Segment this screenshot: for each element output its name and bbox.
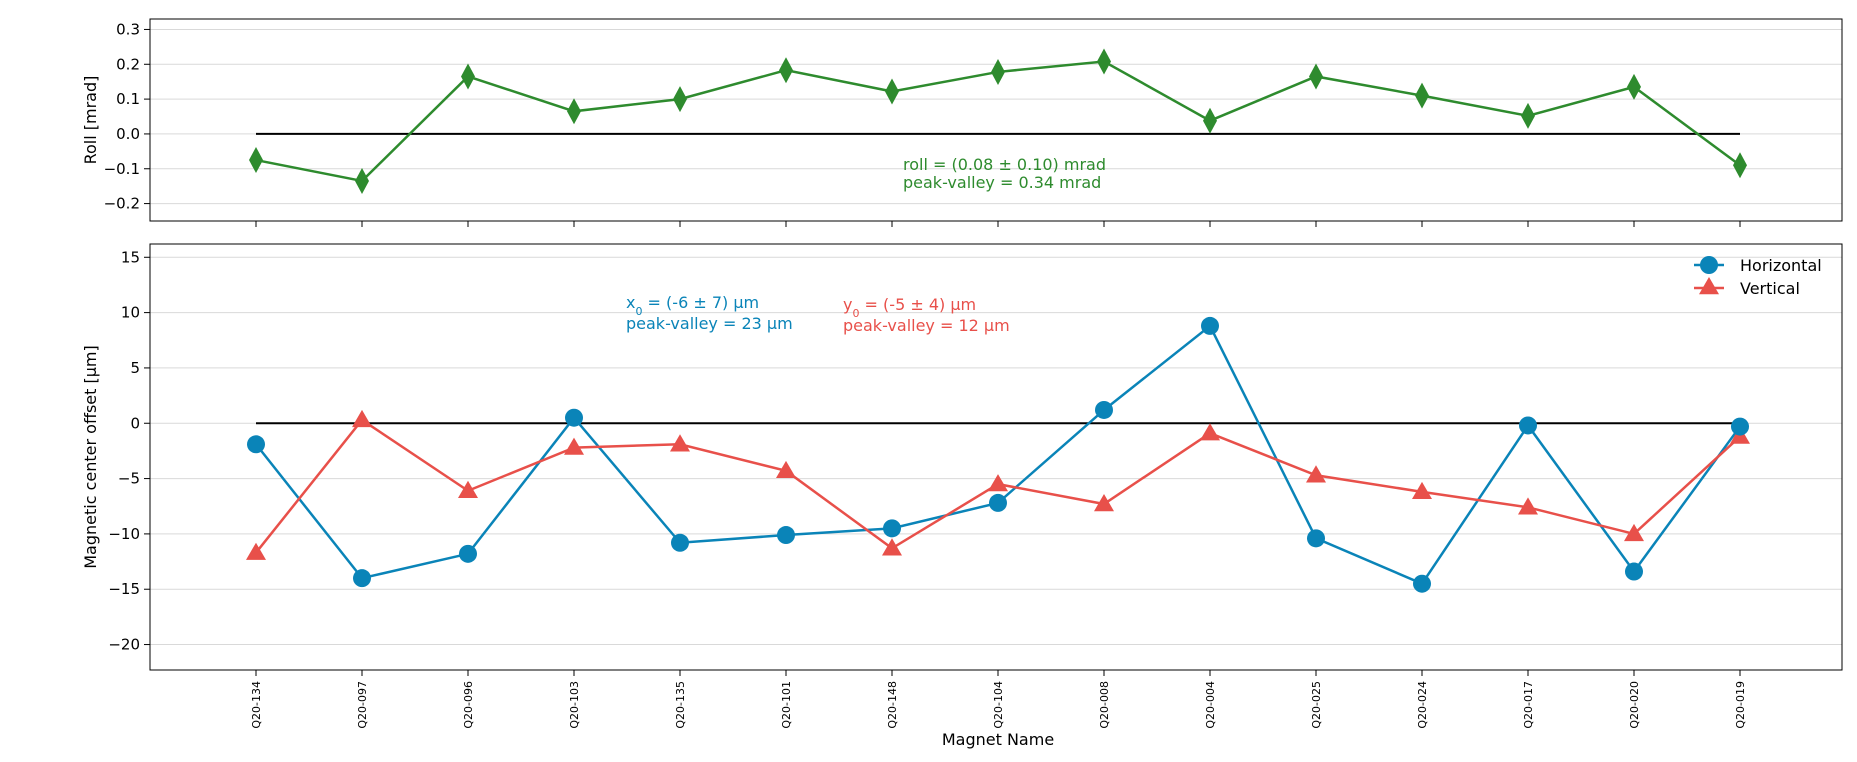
roll-data-point <box>1097 48 1111 75</box>
horizontal-data-point <box>883 519 901 538</box>
horizontal-data-point <box>1731 417 1749 436</box>
horizontal-data-point <box>1095 400 1113 419</box>
vertical-data-point <box>458 480 478 498</box>
roll-data-point <box>461 63 475 90</box>
offset-ytick-label: −15 <box>108 580 140 598</box>
horizontal-data-point <box>671 533 689 552</box>
roll-ytick-label: 0.3 <box>116 20 140 38</box>
vertical-data-point <box>1306 465 1326 483</box>
roll-ytick-label: 0.0 <box>116 125 140 143</box>
vertical-data-point <box>352 409 372 428</box>
horizontal-data-point <box>1413 574 1431 593</box>
horizontal-data-point <box>777 526 795 545</box>
vertical-data-point <box>670 434 690 452</box>
xtick-label: Q20-019 <box>1734 681 1747 729</box>
x-axis-label: Magnet Name <box>942 730 1054 749</box>
xtick-label: Q20-134 <box>250 681 263 729</box>
offset-ytick-label: 5 <box>130 359 140 377</box>
horizontal-data-point <box>989 493 1007 512</box>
roll-data-point <box>991 58 1005 85</box>
xtick-label: Q20-024 <box>1416 681 1429 729</box>
vertical-data-point <box>246 542 266 560</box>
offset-ytick-label: −10 <box>108 525 140 543</box>
xtick-label: Q20-148 <box>886 681 899 729</box>
roll-data-point <box>567 98 581 125</box>
vertical-data-point <box>1094 494 1114 512</box>
offset-panel: −20 −15 −10 −5 0 5 10 15 Q20-134 Q20-097 Q20-096 Q… <box>81 243 1843 749</box>
vertical-data-point <box>1624 523 1644 542</box>
xtick-label: Q20-025 <box>1310 681 1323 729</box>
vertical-data-point <box>1518 497 1538 515</box>
roll-data-point <box>1415 82 1429 109</box>
horizontal-data-point <box>353 569 371 588</box>
xtick-label: Q20-103 <box>568 681 581 729</box>
roll-data-point <box>355 167 369 194</box>
horizontal-annotation-peak-valley: peak-valley = 23 μm <box>626 314 793 333</box>
horizontal-data-point <box>247 435 265 454</box>
offset-ytick-label: 10 <box>121 304 140 322</box>
horizontal-annotation-mean: x0 = (-6 ± 7) μm <box>626 293 759 318</box>
xtick-label: Q20-020 <box>1628 681 1641 729</box>
roll-data-point <box>885 78 899 105</box>
roll-data-point <box>1521 102 1535 129</box>
horizontal-data-point <box>459 544 477 563</box>
offset-ytick-label: 15 <box>121 248 140 266</box>
roll-y-axis-label: Roll [mrad] <box>81 76 100 165</box>
vertical-annotation: y0 = (-5 ± 4) μm peak-valley = 12 μm <box>843 295 1010 335</box>
horizontal-data-point <box>565 408 583 427</box>
horizontal-data-point <box>1519 416 1537 435</box>
horizontal-series-line <box>255 323 1742 586</box>
roll-axes-frame <box>149 18 1843 222</box>
offset-y-axis-label: Magnetic center offset [μm] <box>81 345 100 569</box>
offset-ytick-label: −20 <box>108 636 140 654</box>
xtick-label: Q20-097 <box>356 681 369 729</box>
horizontal-data-point <box>1201 316 1219 335</box>
xtick-label: Q20-017 <box>1522 681 1535 729</box>
offset-ytick-label: 0 <box>130 414 140 432</box>
horizontal-data-point <box>1307 529 1325 548</box>
vertical-data-point <box>776 460 796 479</box>
roll-data-point <box>673 86 687 113</box>
xtick-label: Q20-101 <box>780 681 793 729</box>
horizontal-data-point <box>1625 562 1643 581</box>
xtick-label: Q20-008 <box>1098 681 1111 729</box>
roll-data-point <box>779 57 793 84</box>
legend-horizontal-label: Horizontal <box>1740 256 1822 275</box>
xtick-label: Q20-004 <box>1204 681 1217 729</box>
xtick-label: Q20-135 <box>674 681 687 729</box>
vertical-data-point <box>1412 481 1432 500</box>
vertical-data-point <box>564 437 584 455</box>
roll-ytick-label: −0.1 <box>104 160 140 178</box>
roll-data-point <box>249 147 263 174</box>
roll-data-point <box>1733 152 1747 179</box>
vertical-annotation-peak-valley: peak-valley = 12 μm <box>843 316 1010 335</box>
horizontal-annotation: x0 = (-6 ± 7) μm peak-valley = 23 μm <box>626 293 793 333</box>
roll-ytick-label: 0.2 <box>116 55 140 73</box>
roll-ytick-label: −0.2 <box>104 195 140 213</box>
vertical-data-point <box>988 474 1008 492</box>
roll-data-point <box>1309 63 1323 90</box>
vertical-annotation-mean: y0 = (-5 ± 4) μm <box>843 295 976 320</box>
roll-data-point <box>1203 107 1217 134</box>
xtick-label: Q20-104 <box>992 681 1005 729</box>
offset-axes-frame <box>149 243 1843 671</box>
roll-data-point <box>1627 73 1641 100</box>
xtick-label: Q20-096 <box>462 681 475 729</box>
vertical-data-point <box>882 538 902 556</box>
roll-annotation-peak-valley: peak-valley = 0.34 mrad <box>903 173 1101 192</box>
offset-ytick-label: −5 <box>118 470 140 488</box>
legend-horizontal-marker <box>1700 256 1718 274</box>
legend-vertical-label: Vertical <box>1740 279 1800 298</box>
roll-panel: −0.2 −0.1 0.0 0.1 0.2 0.3 Roll [mrad] roll = … <box>81 18 1843 227</box>
roll-annotation-mean: roll = (0.08 ± 0.10) mrad <box>903 155 1106 174</box>
legend-vertical-marker <box>1699 277 1719 295</box>
roll-ytick-label: 0.1 <box>116 90 140 108</box>
legend: Horizontal Vertical <box>1694 256 1822 298</box>
vertical-data-point <box>1200 423 1220 441</box>
